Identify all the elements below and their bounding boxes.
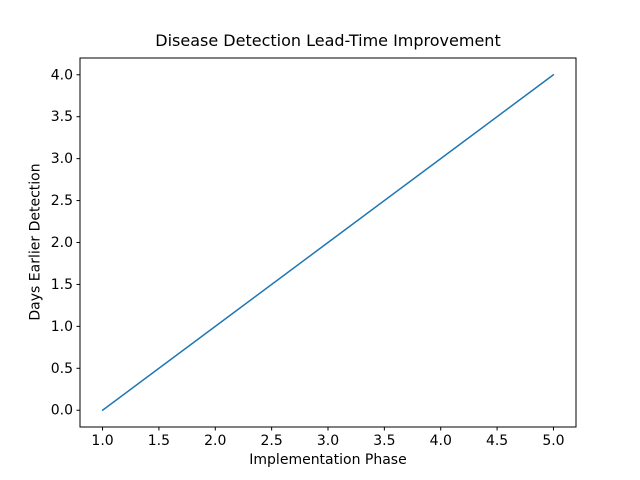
x-tick-label: 1.0	[91, 433, 113, 449]
y-tick-label: 2.0	[51, 235, 73, 251]
x-tick-label: 1.5	[148, 433, 170, 449]
x-tick-label: 2.0	[204, 433, 226, 449]
x-tick-label: 3.5	[373, 433, 395, 449]
data-line	[101, 74, 555, 411]
y-tick-label: 2.5	[51, 193, 73, 209]
y-tick-label: 1.5	[51, 277, 73, 293]
y-tick-label: 3.0	[51, 151, 73, 167]
x-axis-label: Implementation Phase	[249, 452, 407, 468]
y-tick-label: 4.0	[51, 67, 73, 83]
x-tick-label: 4.0	[430, 433, 452, 449]
y-tick-label: 3.5	[51, 109, 73, 125]
x-tick-label: 5.0	[542, 433, 564, 449]
chart-title: Disease Detection Lead-Time Improvement	[155, 31, 501, 50]
x-tick-label: 4.5	[486, 433, 508, 449]
y-tick-label: 0.0	[51, 403, 73, 419]
y-tick-label: 1.0	[51, 319, 73, 335]
x-tick-label: 2.5	[261, 433, 283, 449]
y-tick-label: 0.5	[51, 361, 73, 377]
x-tick-label: 3.0	[317, 433, 339, 449]
